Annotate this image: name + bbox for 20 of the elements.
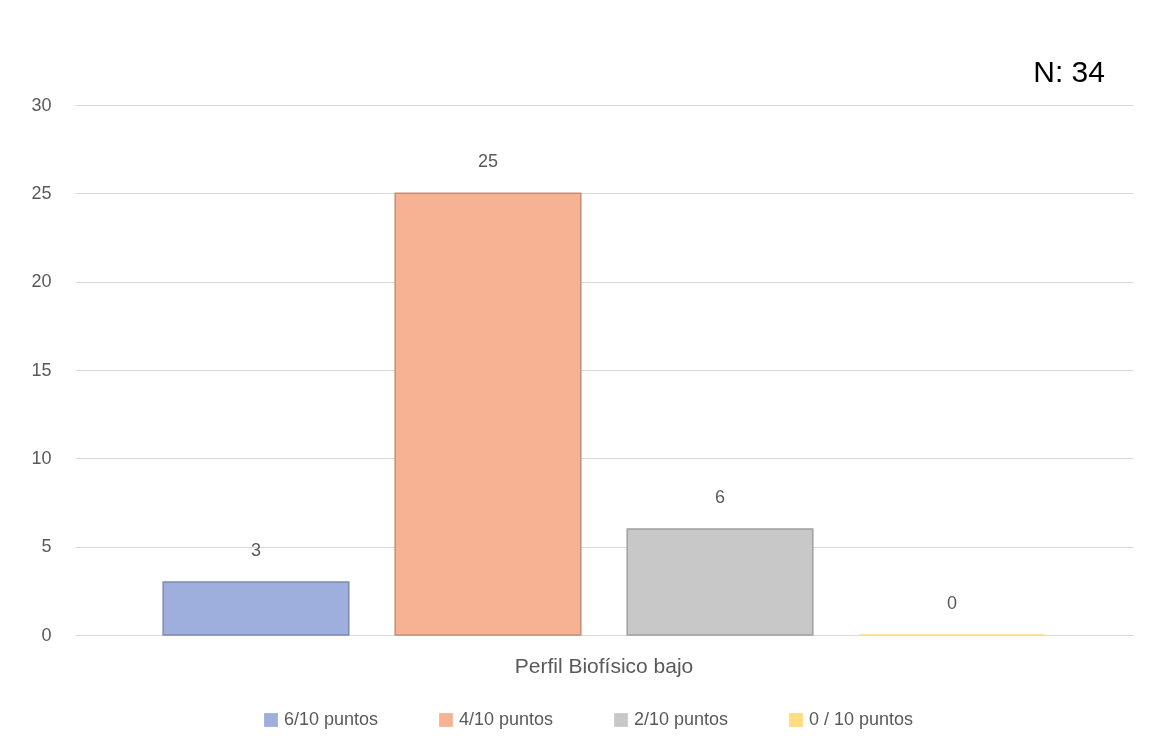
data-label: 3 (250, 540, 261, 560)
legend-label: 2/10 puntos (634, 709, 729, 729)
y-tick-label: 15 (31, 359, 52, 380)
bar (626, 528, 814, 636)
text: N: 34 (1033, 55, 1105, 88)
y-tick-label: 25 (31, 182, 52, 203)
y-tick-label: 5 (41, 536, 52, 557)
bar (394, 192, 582, 636)
y-tick-label: 30 (31, 94, 52, 115)
legend-label: 0 / 10 puntos (809, 709, 914, 729)
y-tick-label: 0 (41, 624, 52, 645)
data-label: 0 (947, 593, 958, 613)
data-label: 6 (715, 487, 726, 507)
data-label: 25 (477, 151, 499, 172)
y-tick-label: 20 (31, 271, 52, 292)
x-tick-label: Perfil Biofísico bajo (514, 653, 694, 677)
legend-label: 6/10 puntos (284, 709, 379, 729)
legend-label: 4/10 puntos (459, 709, 554, 729)
y-tick-label: 10 (31, 447, 52, 468)
bar (162, 581, 350, 636)
